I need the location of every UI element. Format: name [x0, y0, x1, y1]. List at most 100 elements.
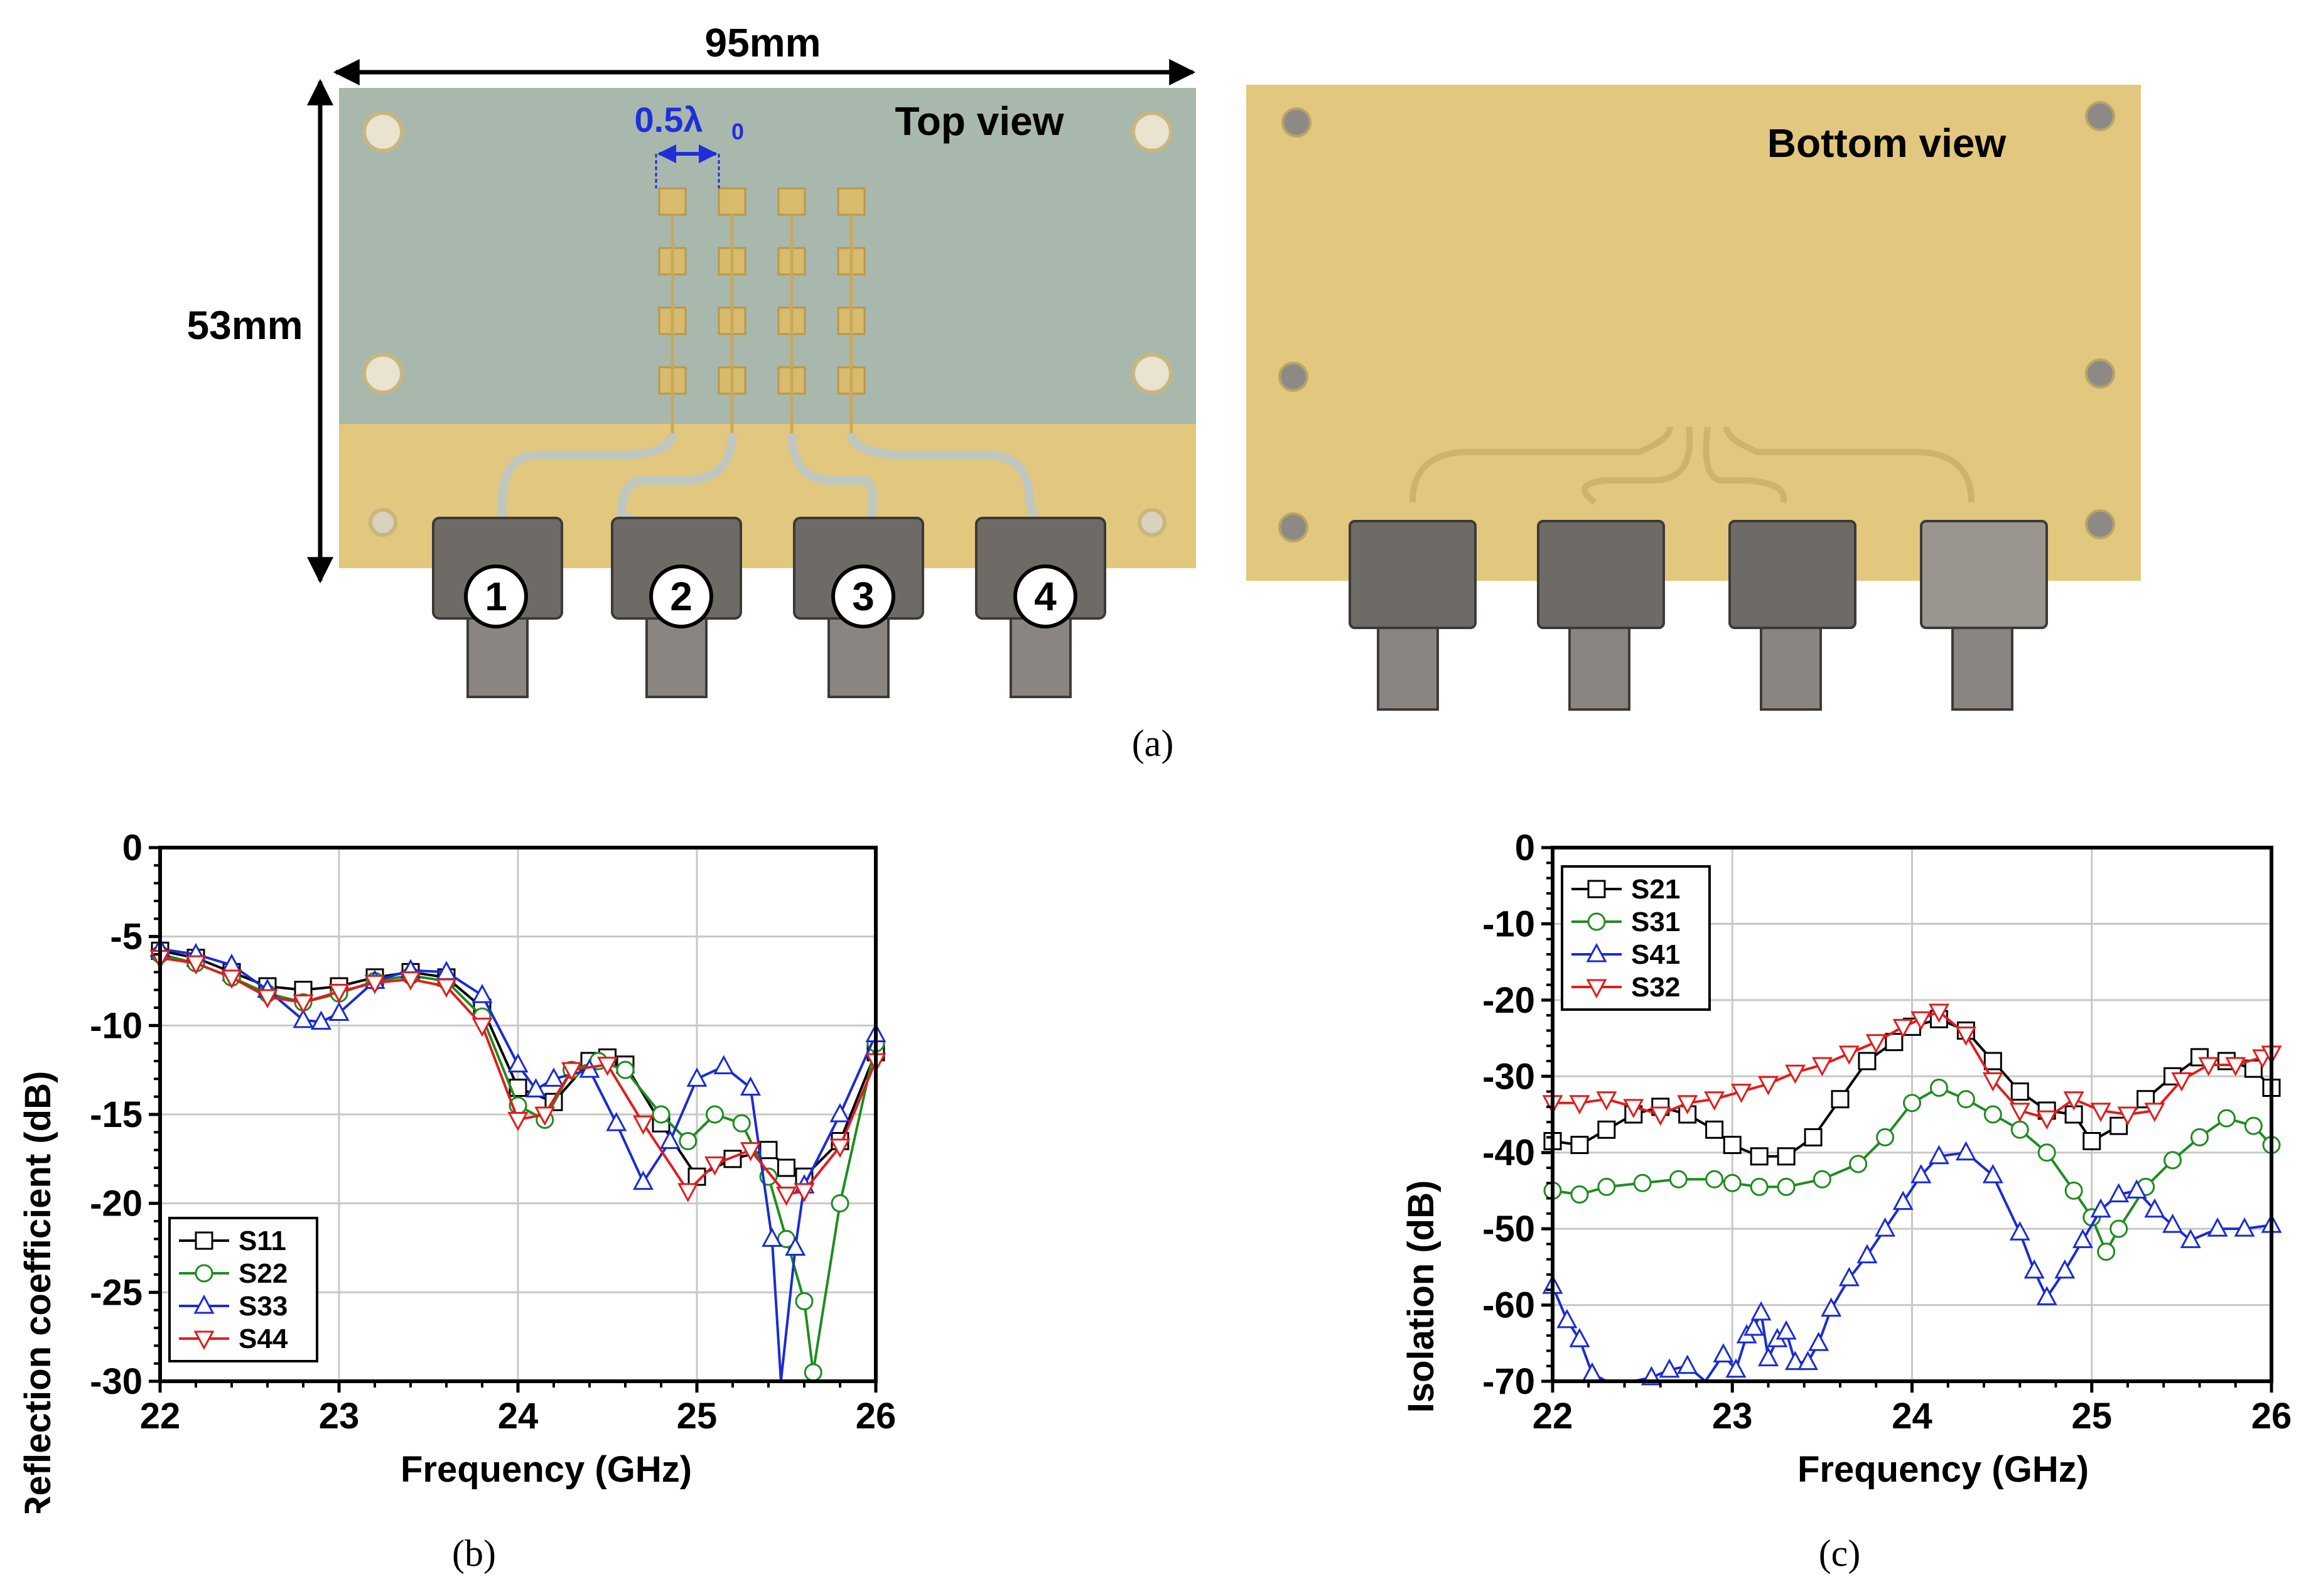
chart-c-ytick-label: -20	[1482, 980, 1535, 1021]
chart-b-point-S44	[257, 989, 278, 1009]
chart-c-point-S31	[1956, 1090, 1975, 1109]
chart-b-xtick-label: 22	[140, 1396, 181, 1437]
chart-c-xtick-label: 24	[1892, 1396, 1932, 1437]
connectors-bottom	[1349, 520, 2048, 711]
chart-c-point-S32	[1731, 1084, 1752, 1103]
chart-c-point-S32	[2198, 1057, 2219, 1077]
port-4-label: 4	[1034, 574, 1057, 619]
port-2-marker	[649, 564, 713, 628]
caption-b: (b)	[452, 1533, 496, 1574]
chart-c-point-S41	[2180, 1229, 2201, 1248]
chart-c-point-S31	[1983, 1105, 2002, 1124]
chart-c-point-S41	[1808, 1332, 1829, 1351]
chart-b-point-S33	[606, 1112, 627, 1131]
caption-a: (a)	[1131, 723, 1174, 764]
feed-lines	[498, 433, 1047, 547]
chart-c-point-S31	[1777, 1177, 1796, 1196]
chart-c-point-S41	[1910, 1163, 1932, 1184]
chart-b-xtick-label: 26	[856, 1396, 897, 1437]
chart-c-point-S32	[2090, 1103, 2111, 1123]
chart-c-point-S32	[2144, 1103, 2165, 1123]
chart-c-point-S41	[2090, 1198, 2111, 1218]
chart-c-point-S41	[1928, 1145, 1949, 1165]
chart-c-point-S41	[2009, 1221, 2030, 1241]
port-3-label: 3	[852, 574, 875, 619]
height-label: 53mm	[187, 303, 303, 348]
chart-c-point-S31	[1929, 1079, 1948, 1097]
chart-b-legend-label-S44: S44	[239, 1324, 288, 1354]
chart-c-point-S41	[1784, 1351, 1806, 1371]
chart-b-point-S33	[659, 1130, 681, 1149]
chart-c-ylabel: Isolation (dB)	[1401, 1180, 1441, 1413]
chart-c-point-S32	[1596, 1091, 1617, 1111]
chart-b-legend-marker-S33	[193, 1294, 215, 1314]
chart-c-point-S21	[1705, 1120, 1724, 1139]
chart-c-point-S32	[1892, 1018, 1914, 1038]
chart-c-point-S32	[1955, 1027, 1976, 1046]
chart-c-point-S31	[1597, 1177, 1616, 1196]
bottom-view-label: Bottom view	[1767, 121, 2007, 166]
chart-c-point-S21	[2109, 1116, 2128, 1135]
chart-c-point-S32	[2063, 1091, 2084, 1111]
chart-c-point-S41	[2036, 1286, 2057, 1305]
chart-c-point-S41	[1775, 1320, 1797, 1340]
chart-b-point-S44	[293, 995, 314, 1014]
chart-c-point-S32	[2117, 1106, 2138, 1126]
port-2-label: 2	[670, 574, 692, 619]
mounting-holes-top	[362, 111, 1173, 537]
chart-c-point-S31	[2244, 1116, 2263, 1135]
chart-c-point-S32	[2009, 1103, 2030, 1123]
chart-c-point-S21	[1777, 1147, 1796, 1166]
chart-b-ytick-label: -25	[90, 1272, 143, 1313]
chart-b-point-S44	[794, 1183, 815, 1202]
chart-c-point-S32	[1928, 1003, 1949, 1023]
chart-b-ylabel: Reflection coefficient (dB)	[18, 1071, 58, 1513]
photo-panel: 95mm 53mm 0.5λ 0	[187, 20, 2141, 711]
chart-b-ytick-label: -20	[90, 1184, 143, 1224]
chart-c-point-S21	[1804, 1128, 1823, 1146]
chart-c-point-S32	[1704, 1091, 1725, 1111]
chart-c-legend-label-S31: S31	[1631, 907, 1680, 937]
chart-c-point-S41	[1750, 1301, 1772, 1321]
chart-b-point-S33	[328, 1001, 350, 1021]
chart-c-legend-marker-S31	[1587, 912, 1606, 931]
chart-b-point-S33	[740, 1076, 762, 1096]
chart-c-point-S41	[1725, 1358, 1747, 1378]
chart-c-point-S21	[1723, 1136, 1742, 1155]
chart-b-point-S33	[310, 1010, 332, 1030]
chart-b-ytick-label: -5	[110, 917, 143, 957]
chart-c-point-S41	[1856, 1244, 1878, 1264]
chart-c-point-S41	[2054, 1259, 2076, 1279]
chart-b-point-S44	[400, 971, 421, 991]
chart-c-point-S41	[1838, 1266, 1860, 1286]
chart-b-xtick-label: 25	[677, 1396, 718, 1437]
chart-c-point-S31	[1723, 1173, 1742, 1192]
chart-c-point-S32	[1757, 1076, 1779, 1096]
chart-b-ytick-label: -10	[90, 1005, 143, 1046]
chart-c-point-S32	[2036, 1110, 2057, 1130]
chart-b-xlabel: Frequency (GHz)	[401, 1449, 692, 1490]
chart-c-xtick-label: 22	[1533, 1396, 1573, 1437]
chart-c-point-S31	[1669, 1170, 1688, 1189]
chart-c-point-S31	[2163, 1151, 2182, 1170]
chart-c-point-S41	[1659, 1358, 1680, 1378]
chart-c-legend-marker-S32	[1586, 979, 1607, 999]
chart-c-ytick-label: -10	[1482, 903, 1535, 944]
port-4-marker	[1013, 564, 1077, 628]
chart-c-point-S41	[1556, 1308, 1578, 1329]
chart-c-point-S41	[2108, 1183, 2130, 1202]
chart-c-point-S31	[2010, 1120, 2029, 1139]
connectors-top: 1 2 3 4	[432, 517, 1106, 698]
chart-b-legend-label-S11: S11	[239, 1226, 286, 1256]
chart-b-point-S44	[596, 1057, 618, 1076]
chart-c-legend-marker-S21	[1587, 880, 1606, 898]
chart-c-ytick-label: -60	[1482, 1285, 1535, 1326]
chart-c-point-S41	[1875, 1217, 1896, 1237]
chart-b-point-S33	[829, 1103, 851, 1123]
chart-c-point-S41	[2023, 1259, 2045, 1279]
chart-b-point-S44	[221, 969, 242, 989]
chart-c-point-S32	[1677, 1095, 1698, 1114]
chart-b-point-S11	[759, 1141, 778, 1160]
chart-c-xtick-label: 25	[2071, 1396, 2112, 1437]
spacing-label: 0.5λ	[635, 100, 703, 139]
